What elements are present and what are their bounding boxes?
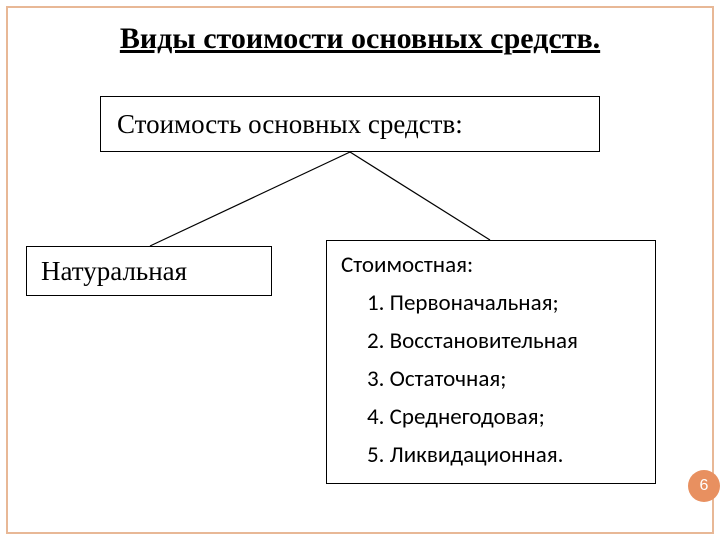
list-item: 1. Первоначальная; [367, 289, 641, 317]
left-branch-label: Натуральная [41, 256, 187, 287]
right-branch-node: Стоимостная: 1. Первоначальная; 2. Восст… [326, 240, 656, 484]
right-branch-label: Стоимостная: [341, 251, 641, 279]
left-branch-node: Натуральная [26, 246, 272, 296]
root-node-label: Стоимость основных средств: [117, 109, 463, 140]
slide-title: Виды стоимости основных средств. [0, 22, 720, 56]
list-item: 4. Среднегодовая; [367, 403, 641, 431]
root-node: Стоимость основных средств: [100, 96, 600, 152]
slide-number-badge: 6 [688, 470, 720, 502]
list-item: 2. Восстановительная [367, 327, 641, 355]
list-item: 5. Ликвидационная. [367, 441, 641, 469]
list-item: 3. Остаточная; [367, 365, 641, 393]
slide-number: 6 [700, 477, 709, 495]
